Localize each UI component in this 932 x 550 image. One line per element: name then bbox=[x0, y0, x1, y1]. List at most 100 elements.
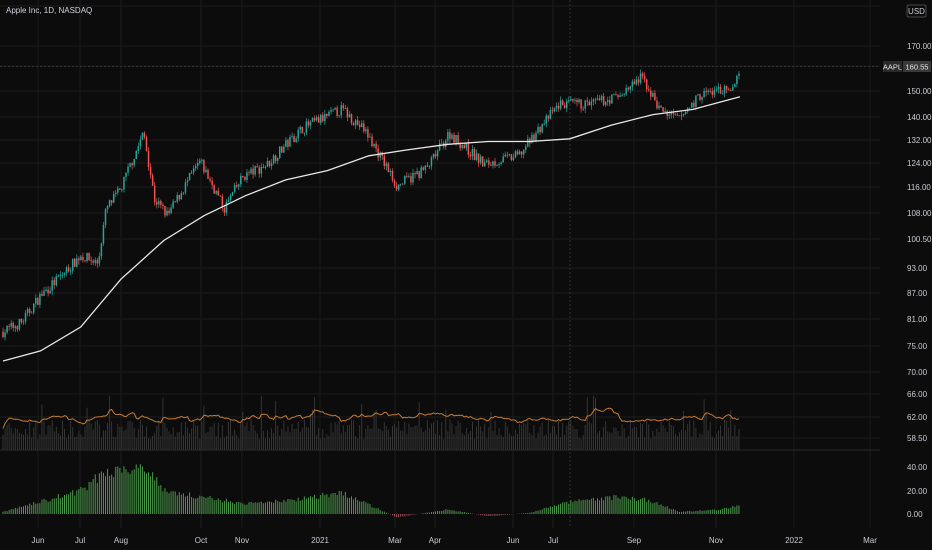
candle-body bbox=[496, 165, 498, 166]
candle-body bbox=[566, 100, 568, 109]
candle-body bbox=[229, 195, 232, 200]
candle-body bbox=[522, 149, 525, 155]
time-tick-label: Jul bbox=[548, 536, 558, 545]
candle-body bbox=[43, 290, 45, 296]
time-tick-label: 2022 bbox=[785, 536, 803, 545]
candle-body bbox=[533, 134, 535, 142]
candle-body bbox=[365, 129, 367, 132]
candle-body bbox=[108, 200, 111, 207]
candle-body bbox=[217, 190, 219, 196]
candle-body bbox=[625, 87, 627, 95]
time-axis[interactable]: Jun Jul Aug Oct Nov 2021 Mar Apr Jun Jul Sep Nov 202… bbox=[32, 536, 878, 545]
oscillator-tick-label: 0.00 bbox=[907, 510, 923, 519]
candle-body bbox=[404, 176, 406, 184]
candle-body bbox=[557, 105, 560, 109]
price-tick-label: 87.00 bbox=[907, 289, 928, 298]
time-tick-label: Mar bbox=[863, 536, 877, 545]
candle-body bbox=[260, 166, 263, 174]
candle-body bbox=[317, 117, 320, 123]
candle-body bbox=[135, 150, 137, 159]
candle-body bbox=[424, 165, 427, 170]
oscillator-axis[interactable]: 40.00 20.00 0.00 bbox=[907, 463, 928, 519]
time-tick-label: Jun bbox=[32, 536, 45, 545]
candle-body bbox=[16, 326, 19, 330]
candle-body bbox=[457, 134, 459, 143]
candle-body bbox=[63, 272, 66, 275]
candle-body bbox=[246, 172, 248, 180]
candle-body bbox=[475, 153, 478, 161]
candle-body bbox=[354, 120, 357, 126]
candle-body bbox=[350, 114, 353, 124]
candle-body bbox=[389, 170, 392, 173]
price-axis[interactable]: 170.00160.00150.00140.00132.00124.00116.… bbox=[907, 42, 932, 443]
candle-body bbox=[88, 252, 90, 261]
candle-body bbox=[527, 138, 529, 147]
candle-body bbox=[377, 148, 379, 158]
candle-body bbox=[629, 86, 632, 90]
candle-body bbox=[672, 111, 675, 114]
candle-body bbox=[732, 87, 734, 91]
candle-body bbox=[654, 93, 656, 101]
candle-body bbox=[270, 163, 273, 166]
candle-body bbox=[344, 108, 347, 109]
candle-body bbox=[12, 322, 14, 328]
candle-body bbox=[346, 108, 349, 118]
price-candles bbox=[2, 69, 740, 341]
candle-body bbox=[127, 166, 129, 173]
candle-body bbox=[188, 172, 191, 181]
candle-body bbox=[572, 99, 574, 101]
candle-body bbox=[406, 176, 408, 177]
candle-body bbox=[238, 184, 240, 187]
candle-body bbox=[24, 312, 27, 322]
candle-body bbox=[295, 138, 297, 143]
currency-label: USD bbox=[908, 7, 925, 16]
candle-body bbox=[172, 201, 174, 208]
candle-body bbox=[22, 321, 25, 323]
candle-body bbox=[447, 132, 449, 141]
candle-body bbox=[520, 151, 523, 155]
candle-body bbox=[451, 134, 453, 139]
candle-body bbox=[408, 176, 410, 177]
candle-body bbox=[168, 210, 170, 214]
candle-body bbox=[631, 81, 634, 87]
candle-body bbox=[436, 150, 439, 157]
price-tick-label: 150.00 bbox=[907, 87, 932, 96]
candle-body bbox=[311, 118, 314, 122]
candle-body bbox=[139, 139, 142, 147]
candle-body bbox=[51, 280, 53, 291]
candle-body bbox=[338, 115, 340, 117]
candle-body bbox=[305, 121, 308, 133]
candle-body bbox=[352, 123, 355, 126]
candle-body bbox=[518, 151, 521, 155]
candle-body bbox=[223, 207, 226, 213]
candle-body bbox=[397, 184, 400, 190]
candle-body bbox=[153, 185, 156, 203]
oscillator-tick-label: 20.00 bbox=[907, 487, 928, 496]
candle-body bbox=[361, 123, 363, 128]
candle-body bbox=[539, 126, 541, 133]
candle-body bbox=[326, 113, 328, 117]
candle-body bbox=[164, 206, 166, 216]
candle-body bbox=[162, 204, 164, 207]
candle-body bbox=[176, 194, 178, 202]
time-tick-label: Oct bbox=[195, 536, 208, 545]
candle-body bbox=[514, 151, 517, 158]
candle-body bbox=[112, 193, 115, 203]
candle-body bbox=[110, 200, 113, 203]
candle-body bbox=[645, 79, 648, 90]
candle-body bbox=[147, 150, 150, 168]
candle-body bbox=[274, 155, 277, 161]
candle-body bbox=[705, 90, 707, 93]
candle-body bbox=[156, 202, 158, 205]
candle-body bbox=[289, 136, 291, 147]
time-tick-label: Aug bbox=[114, 536, 128, 545]
candle-body bbox=[178, 194, 181, 200]
candle-body bbox=[4, 332, 6, 338]
currency-badge[interactable]: USD bbox=[906, 4, 927, 18]
candle-body bbox=[578, 99, 580, 103]
candle-body bbox=[141, 132, 144, 140]
candle-body bbox=[598, 98, 601, 101]
candle-body bbox=[78, 258, 80, 261]
volume-bars bbox=[2, 395, 740, 450]
